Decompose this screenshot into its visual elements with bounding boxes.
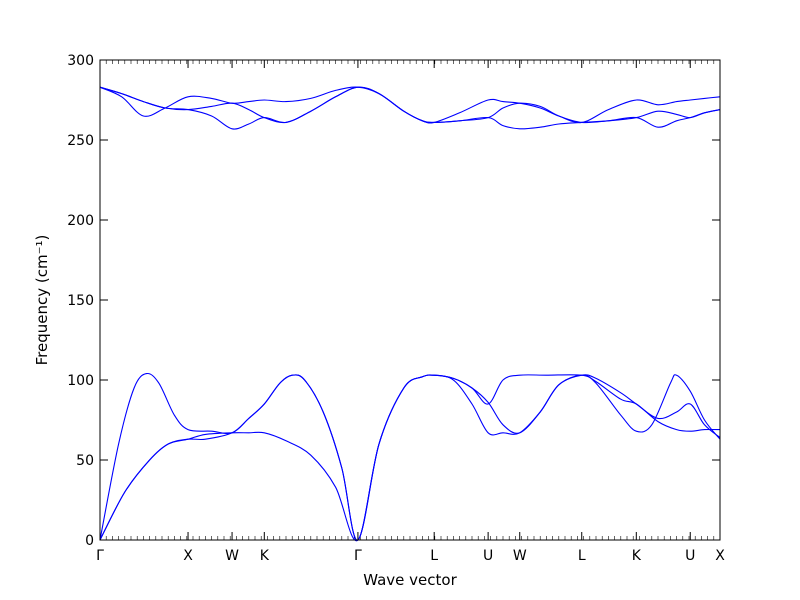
y-tick-label: 150 (67, 293, 94, 309)
minor-tick-group (99, 60, 721, 540)
y-tick-label: 0 (85, 533, 94, 549)
y-tick-label: 200 (67, 213, 94, 229)
y-tick-label: 50 (76, 453, 94, 469)
x-tick-label: L (430, 548, 438, 564)
x-tick-label: W (513, 548, 527, 564)
x-tick-label: X (183, 548, 193, 564)
x-tick-label: K (260, 548, 270, 564)
x-tick-label: K (632, 548, 642, 564)
band-line-5 (99, 374, 721, 542)
x-tick-label: X (715, 548, 725, 564)
x-tick-label: Γ (96, 548, 104, 564)
y-axis: 0 50 100 150 200 250 300 (67, 53, 720, 549)
band-line-4 (99, 372, 721, 541)
x-tick-label: L (578, 548, 586, 564)
band-line-6 (99, 374, 721, 541)
y-tick-label: 100 (67, 373, 94, 389)
y-tick-label: 300 (67, 53, 94, 69)
band-line-3 (99, 86, 721, 124)
band-line-2 (99, 86, 721, 130)
plot-frame (99, 59, 721, 541)
x-tick-label: W (225, 548, 239, 564)
y-tick-label: 250 (67, 133, 94, 149)
band-line-1 (99, 86, 721, 124)
x-tick-label: Γ (354, 548, 362, 564)
y-axis-title: Frequency (cm⁻¹) (33, 235, 51, 366)
band-lines (99, 86, 721, 542)
x-axis-title: Wave vector (363, 571, 457, 589)
x-tick-label: U (483, 548, 493, 564)
x-tick-label: U (685, 548, 695, 564)
